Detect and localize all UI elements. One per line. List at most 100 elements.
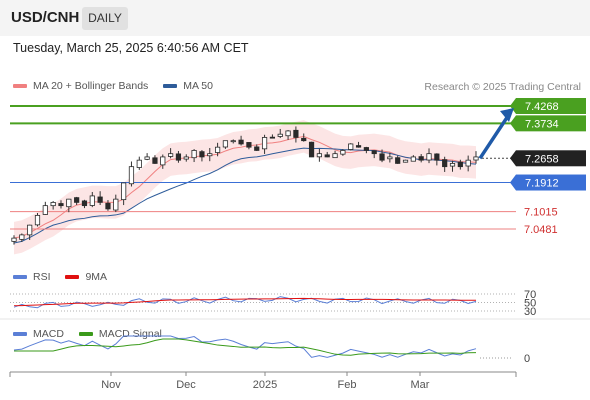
macd-signal-line (14, 338, 477, 356)
level-label-1: 7.3734 (525, 118, 559, 130)
level-label-3: 7.1015 (524, 207, 558, 219)
candle-body (97, 196, 103, 203)
candle-body (269, 136, 276, 139)
candle-body (426, 153, 432, 161)
candle-body (410, 156, 416, 162)
candle-body (160, 156, 166, 166)
projection-arrow-head (500, 108, 514, 122)
candle-body (105, 202, 111, 210)
level-box-0 (516, 98, 586, 114)
candle-body (199, 151, 205, 158)
candle-body (27, 224, 33, 236)
candle-body (191, 150, 197, 159)
candle-body (58, 203, 64, 207)
candle-body (301, 137, 307, 142)
candle-body (207, 153, 213, 157)
report-datetime: Tuesday, March 25, 2025 6:40:56 AM CET (13, 41, 249, 55)
candle-body (183, 156, 189, 160)
rsi-level-label-0: 70 (524, 289, 536, 301)
macd-signal-swatch (78, 332, 93, 337)
legend-rsi-label: RSI (33, 271, 51, 283)
last-price-box (516, 150, 586, 167)
x-tick-label-1: Dec (176, 379, 196, 391)
candle-body (465, 159, 471, 167)
candle-body (348, 143, 354, 150)
candle-body (473, 156, 479, 161)
last-price-box-tip (510, 150, 516, 167)
symbol-label: USD/CNH (11, 9, 80, 26)
candle-body (277, 133, 283, 137)
candle-body (316, 153, 322, 158)
candle-body (66, 198, 72, 208)
rsi-ma-line (13, 297, 477, 307)
candle-body (434, 153, 440, 161)
ma20-swatch (13, 84, 27, 89)
candle-body (387, 156, 393, 160)
candle-body (363, 147, 369, 151)
candle-body (418, 156, 424, 161)
level-label-2: 7.1912 (525, 178, 559, 190)
candle-body (152, 157, 158, 164)
candle-body (402, 159, 409, 163)
candle-body (285, 130, 291, 137)
candle-body (442, 159, 448, 168)
candle-body (261, 137, 268, 150)
credit-text: Research © 2025 Trading Central (424, 81, 581, 93)
ma50-line (13, 147, 477, 244)
candle-body (214, 146, 221, 153)
candle-body (136, 159, 142, 168)
candle-body (89, 195, 95, 206)
candle-body (246, 142, 252, 148)
bollinger-band (14, 120, 476, 255)
last-price-label: 7.2658 (525, 153, 559, 165)
candle-body (144, 156, 150, 160)
candle-body (222, 140, 229, 148)
level-box-tip-2 (510, 174, 516, 191)
candle-body (230, 140, 236, 143)
candle-body (457, 161, 463, 168)
candle-body (19, 234, 25, 240)
legend-rsi-ma-label: 9MA (85, 271, 108, 283)
level-label-0: 7.4268 (525, 101, 559, 113)
candle-body (81, 200, 88, 207)
candle-body (371, 150, 377, 155)
x-tick-label-2: 2025 (253, 379, 277, 391)
candle-body (42, 205, 48, 215)
timeframe-button[interactable]: DAILY (82, 7, 128, 30)
candle-body (355, 145, 362, 148)
candle-body (113, 198, 119, 211)
rsi-swatch (13, 275, 27, 280)
level-box-1 (516, 115, 586, 132)
x-tick-label-0: Nov (101, 379, 121, 391)
candle-body (121, 182, 127, 201)
macd-line (13, 335, 477, 358)
candle-body (238, 139, 244, 145)
level-box-tip-1 (510, 115, 516, 132)
x-tick-label-3: Feb (338, 379, 357, 391)
price-legend: MA 20 + Bollinger Bands MA 50 (13, 80, 213, 92)
candle-body (168, 153, 174, 157)
rsi-ma-swatch (65, 275, 80, 280)
legend-ma50-label: MA 50 (183, 80, 213, 92)
candle-body (395, 157, 401, 164)
projection-arrow-shaft (478, 115, 510, 160)
candle-body (324, 154, 330, 158)
rsi-legend: RSI 9MA (13, 271, 107, 283)
rsi-line (13, 296, 477, 309)
rsi-level-label-2: 30 (524, 306, 536, 318)
candle-body (379, 153, 385, 161)
level-box-tip-0 (510, 98, 516, 114)
ma50-swatch (163, 84, 178, 89)
candle-body (128, 166, 135, 185)
candle-body (340, 150, 346, 155)
candle-body (175, 153, 182, 161)
legend-ma20-label: MA 20 + Bollinger Bands (33, 80, 149, 92)
rsi-level-label-1: 50 (524, 298, 536, 310)
macd-legend: MACD MACD Signal (13, 328, 162, 340)
candle-body (293, 129, 299, 138)
candle-body (11, 237, 17, 242)
x-tick-label-4: Mar (411, 379, 430, 391)
legend-macd-signal-label: MACD Signal (98, 328, 162, 340)
